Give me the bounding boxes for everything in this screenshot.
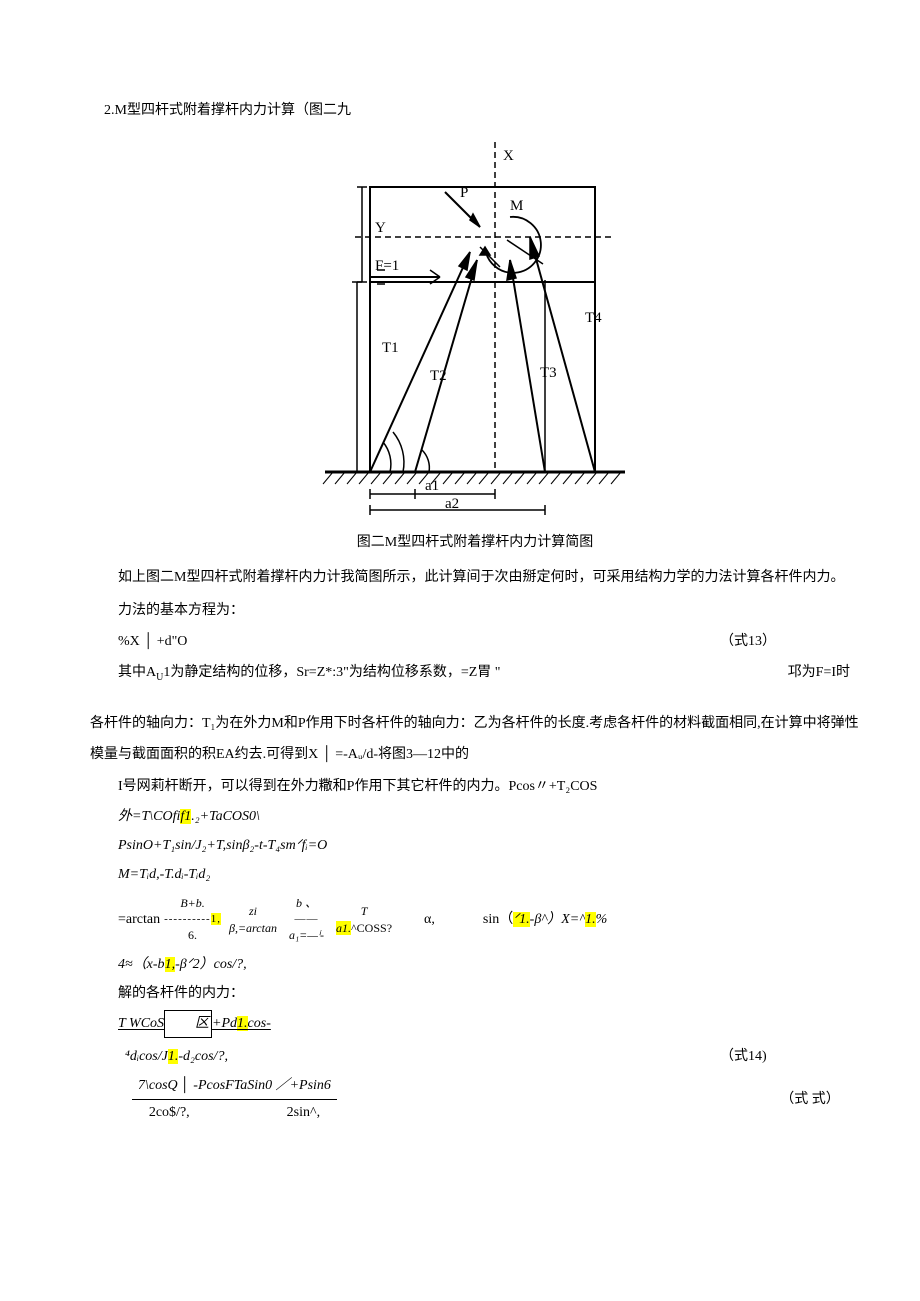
eq-a-pre: 外=T\COfi [118,809,180,824]
fr-zi: zi [245,903,261,920]
fr-sinhl2: 1. [585,912,596,927]
fr-pre: =arctan [118,910,160,930]
fr2-num: b 、 [292,895,321,912]
structural-diagram-svg: X Y P M F=1 T1 T2 T3 T4 a1 a2 [285,142,665,522]
fr1-dash: ---------- [164,913,211,925]
eq15-bot2: 2sin^, [287,1105,320,1120]
frac-t-a1cos: T a1.^COSS? [332,903,396,937]
label-m: M [510,198,523,214]
fr1-hl: 1, [211,913,221,925]
eq15-top: 7\cosQ │ -PcosFTaSin0 ／+Psin6 [132,1075,337,1100]
label-y: Y [375,220,386,236]
eq-a-post: .₂+TaCOS0\ [191,809,260,824]
paragraph-1: 如上图二M型四杆式附着撑杆内力计我简图所示，此计算间于次由掰定何时，可采用结构力… [90,563,860,594]
label-x: X [503,148,514,164]
fr2-dash: —— [295,912,319,927]
p3-right-note: 邛为F=I时 [788,662,860,684]
p3-b: 1为静定结构的位移，Sr=Z*:3"为结构位移系数，=Z胃 " [163,665,500,680]
eq13-label: （式13） [720,629,860,654]
label-p: P [460,185,468,201]
p3-a: 其中A [118,665,156,680]
eq-a-hl: f1 [180,809,191,824]
eq15-label: （式 式） [760,1089,860,1111]
eq15-bot1: 2co$/?, [149,1105,190,1120]
label-t2: T2 [430,368,447,384]
frac-zi-beta: zi β,=arctan [225,903,281,937]
section-heading: 2.M型四杆式附着撑杆内力计算（图二九 [90,100,860,122]
eq-e-u: T WCoS [118,1016,164,1031]
paragraph-3: 其中AU1为静定结构的位移，Sr=Z*:3"为结构位移系数，=Z胃 " [90,660,788,687]
dim-a2: a2 [445,496,459,512]
eq-e: T WCoS区+Pd1.cos- [90,1010,860,1037]
fr-sin-chunk: sin（ᐟ1.-β^）X=^1.% [483,910,607,930]
eq-e-mid: +Pd [212,1016,237,1031]
eq-d-hl: 1, [165,957,176,972]
eq-f-hl: 1. [168,1049,179,1064]
fr2-den: a₁=—ⁱ- [285,927,328,944]
eq15-frac: 7\cosQ │ -PcosFTaSin0 ／+Psin6 2co$/?, 2s… [132,1075,337,1125]
eq-f-row: ⁴dᵢcos/J1.-d₂cos/?, （式14) [90,1044,860,1069]
fr-sinpre: sin（ [483,912,513,927]
eq-d-post: -βᐟ2）cos/?, [175,957,247,972]
frac-2: b 、 —— a₁=—ⁱ- [285,895,328,944]
fr-t: T [357,903,372,920]
eq-f: ⁴dᵢcos/J1.-d₂cos/?, [90,1044,720,1069]
paragraph-2: 力法的基本方程为： [90,598,860,623]
eq-e-post: cos- [248,1016,271,1031]
fr-a1hl: a1. [336,921,351,935]
eq-b: PsinO+T₁sin/J₂+T,sinβ₂-t-T₄smᐟfᵢ=O [90,833,860,858]
eq-e-box: 区 [164,1010,212,1037]
equation-13-row: %X │ +d"O （式13） [90,629,860,654]
eq-f-post: -d₂cos/?, [178,1049,228,1064]
paragraph-5: I号网莉杆断开，可以得到在外力糤和P作用下其它杆件的内力。Pcos〃+T₂COS [90,774,860,799]
label-t1: T1 [382,340,399,356]
eq15-bot: 2co$/?, 2sin^, [149,1100,320,1124]
fr-sinpost: -β^）X=^ [530,912,585,927]
fr-sinhl: ᐟ1. [513,912,529,927]
eq-f-pre: ⁴dᵢcos/J [125,1049,168,1064]
eq-15-block: 7\cosQ │ -PcosFTaSin0 ／+Psin6 2co$/?, 2s… [132,1075,860,1125]
frac-1: B+b. ----------1, 6. [164,895,221,944]
fr-pct: % [596,912,608,927]
label-f: F=1 [375,258,399,274]
fr-alpha: α, [424,910,435,930]
diagram-caption: 图二M型四杆式附着撑杆内力计算简图 [90,532,860,554]
eq13-lhs: %X │ +d"O [90,629,720,654]
paragraph-6: 解的各杆件的内力： [90,981,860,1006]
fr-a1cos: ^COSS? [351,921,392,935]
fr1-den: 6. [184,927,201,944]
eq-d-pre: 4≈（x-b [118,957,165,972]
eq14-label: （式14) [720,1044,860,1069]
label-t3: T3 [540,365,557,381]
eq-a: 外=T\COfif1.₂+TaCOS0\ [90,804,860,829]
eq-e-hl: 1. [237,1016,248,1031]
eq-c: M=Tᵢd,-T.dᵢ-Tᵢd₂ [90,862,860,887]
fr-beta: β,=arctan [225,920,281,937]
fr1-num: B+b. [176,895,208,912]
eq-fracs: =arctan B+b. ----------1, 6. zi β,=arcta… [90,895,860,944]
dim-a1: a1 [425,478,439,494]
diagram-wrapper: X Y P M F=1 T1 T2 T3 T4 a1 a2 [90,142,860,522]
paragraph-4: 各杆件的轴向力：T₁为在外力M和P作用下时各杆件的轴向力：乙为各杆件的长度.考虑… [90,709,860,771]
label-t4: T4 [585,310,602,326]
eq-d: 4≈（x-b1,-βᐟ2）cos/?, [90,952,860,977]
